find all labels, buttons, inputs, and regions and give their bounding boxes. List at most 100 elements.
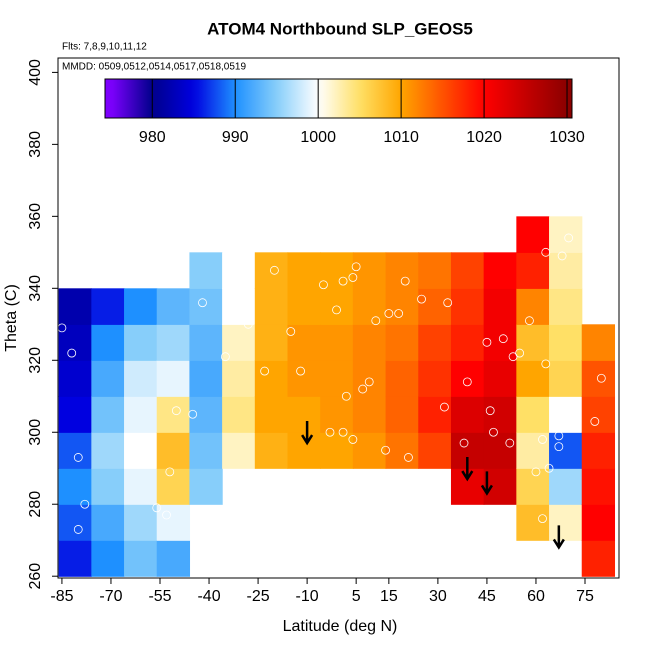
sample-point [538,514,547,524]
sample-point [462,377,472,387]
heat-cell [222,432,256,469]
heat-cell [58,504,92,541]
colorbar-tick-label: 980 [139,129,166,146]
heat-cell [58,540,92,577]
heat-cell [287,288,321,325]
x-tick-label: 45 [478,588,496,605]
heat-cell [352,252,387,289]
heat-cell [418,360,452,397]
sample-point [381,445,390,455]
heat-cell [418,252,452,289]
colorbar [104,78,573,119]
heat-cell [516,252,550,289]
heat-cell [516,324,550,361]
x-tick-label: 15 [380,588,398,605]
sample-point [198,298,207,308]
sample-point [338,427,348,437]
sample-point [485,406,495,416]
heat-cell [91,432,125,469]
sample-point [508,352,518,362]
subtitle: Flts: 7,8,9,10,11,12 [62,42,147,53]
sample-point [325,427,335,437]
heat-cell [516,216,550,253]
heat-cell [91,468,125,505]
sample-point [171,406,181,416]
heat-cell [287,252,321,289]
sample-point [332,305,341,315]
sample-point [544,463,554,473]
heat-cell [222,324,256,361]
annotation: MMDD: 0509,0512,0514,0517,0518,0519 [62,62,246,73]
x-axis-label: Latitude (deg N) [283,618,398,635]
sample-point [73,453,83,462]
y-tick-label: 340 [27,275,44,302]
heat-cell [58,468,92,505]
sample-point [557,251,567,261]
heat-cell [549,432,583,469]
sample-point [188,409,198,419]
heat-cell [385,432,419,469]
x-tick-label: -70 [99,588,122,605]
heat-cell [189,324,223,361]
heat-cell [254,324,289,361]
x-tick-label: -85 [50,588,73,605]
sample-point [260,366,270,376]
heat-cell [385,324,419,361]
heat-cell [58,360,92,397]
heat-cell [320,288,354,325]
heat-cell [156,504,191,541]
heat-cell [483,432,517,469]
y-tick-label: 300 [27,419,44,446]
heat-cell [189,468,223,505]
heat-cell [385,288,419,325]
heat-cell [549,288,583,325]
sample-point [404,453,413,462]
heat-cell [385,396,419,433]
sample-point [394,309,404,318]
heat-cell [418,396,452,433]
heat-cell [516,432,550,469]
heat-cell [91,540,125,577]
heat-cell [58,288,92,325]
sample-point [73,525,83,534]
sample-point [531,467,541,477]
heat-cell [418,324,452,361]
heat-cell [156,288,191,325]
x-tick-label: -40 [197,588,220,605]
sample-point [364,377,374,387]
heat-cell [189,396,223,433]
heat-cell [385,252,419,289]
sample-point [348,435,358,444]
heat-cell [549,324,583,361]
sample-point [152,503,162,513]
heat-cell [483,468,517,505]
heat-cell [581,540,616,577]
sample-point [348,273,358,282]
heat-cell [91,324,125,361]
heat-cell [58,396,92,433]
y-tick-label: 260 [27,563,44,590]
sample-point [338,276,348,286]
heat-cell [483,324,517,361]
heat-cell [352,432,387,469]
heat-cell [516,468,550,505]
sample-point [554,431,564,441]
heat-cell [156,540,191,577]
sample-point [596,373,606,383]
y-axis-label: Theta (C) [3,284,20,352]
sample-point [554,442,564,452]
heat-cell [450,360,485,397]
heat-cell [124,324,158,361]
x-tick-label: -25 [247,588,270,605]
sample-point [358,384,368,394]
x-tick-label: 5 [352,588,361,605]
heat-cell [320,252,354,289]
sample-point [400,276,410,286]
heat-cell [91,396,125,433]
sample-point [482,337,492,347]
sample-point [67,348,77,358]
heat-cell [450,252,485,289]
heat-cell [222,288,256,325]
sample-point [243,319,253,329]
colorbar-tick-label: 990 [222,129,249,146]
